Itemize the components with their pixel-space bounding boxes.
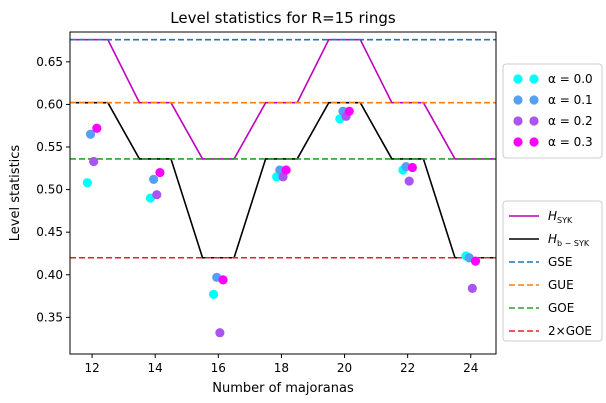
legend-label-alpha: α = 0.0 — [548, 72, 593, 86]
legend-label-2-goe: 2×GOE — [548, 324, 592, 338]
y-axis: 0.35 0.40 0.45 0.50 0.55 0.60 0.65 — [36, 55, 70, 324]
legend-marker — [529, 116, 539, 126]
point-alpha-series-0-0 — [82, 178, 92, 188]
y-tick-label: 0.55 — [36, 140, 63, 154]
legend-marker — [529, 95, 539, 105]
legend-alpha-frame — [502, 63, 603, 159]
x-tick-label: 24 — [463, 361, 478, 375]
point-alpha-series-3-0 — [92, 123, 102, 133]
legend-reference-lines: HSYK Hb − SYK GSE GUE GOE 2×GOE — [502, 200, 603, 342]
legend-label-gue: GUE — [548, 278, 574, 292]
legend-marker — [513, 137, 523, 147]
x-tick-label: 12 — [84, 361, 99, 375]
point-alpha-series-0-2 — [208, 289, 219, 299]
point-alpha-series-2-6 — [467, 283, 477, 294]
legend-label-alpha: α = 0.2 — [548, 114, 593, 128]
point-alpha-series-2-2 — [215, 328, 225, 338]
point-alpha-series-3-4 — [344, 106, 354, 116]
legend-label-goe: GOE — [548, 301, 574, 315]
x-axis-label: Number of majoranas — [212, 381, 354, 396]
legend-label-h-syk: HSYK — [548, 209, 573, 225]
legend-label-gse: GSE — [548, 255, 573, 269]
point-alpha-series-3-6 — [470, 256, 481, 266]
y-axis-label: Level statistics — [8, 145, 23, 242]
point-alpha-series-2-1 — [152, 190, 162, 200]
point-alpha-series-3-1 — [155, 167, 165, 178]
y-tick-label: 0.45 — [36, 225, 63, 239]
point-alpha-series-2-5 — [404, 176, 414, 186]
legend-alpha: α = 0.0 α = 0.1 α = 0.2 α = 0.3 — [502, 63, 603, 159]
lines-layer — [70, 38, 496, 259]
plot-frame — [69, 31, 497, 355]
legend-marker — [513, 74, 523, 84]
points-layer — [82, 106, 481, 338]
x-tick-label: 20 — [337, 361, 352, 375]
x-tick-label: 14 — [148, 361, 163, 375]
legend-marker — [513, 95, 523, 105]
legend-lines-frame — [502, 200, 603, 342]
legend-label-alpha: α = 0.3 — [548, 135, 593, 149]
legend-marker — [513, 116, 523, 126]
legend-marker — [529, 137, 539, 147]
point-alpha-series-1-1 — [149, 174, 159, 184]
chart-title: Level statistics for R=15 rings — [170, 9, 396, 27]
y-tick-label: 0.35 — [36, 310, 63, 324]
y-tick-label: 0.60 — [36, 97, 63, 111]
x-axis: 12 14 16 18 20 22 24 — [84, 354, 478, 375]
point-alpha-series-3-2 — [218, 275, 228, 285]
y-tick-label: 0.50 — [36, 183, 63, 197]
x-tick-label: 18 — [274, 361, 289, 375]
x-tick-label: 16 — [211, 361, 226, 375]
line-h-syk — [70, 38, 496, 160]
point-alpha-series-3-5 — [407, 162, 417, 173]
point-alpha-series-3-3 — [281, 165, 291, 175]
y-tick-label: 0.65 — [36, 55, 63, 69]
legend-marker — [529, 74, 539, 84]
point-alpha-series-1-0 — [85, 129, 96, 139]
legend-label-alpha: α = 0.1 — [548, 93, 593, 107]
y-tick-label: 0.40 — [36, 268, 63, 282]
point-alpha-series-2-0 — [89, 156, 99, 167]
x-tick-label: 22 — [400, 361, 415, 375]
legend-label-h-b-syk: Hb − SYK — [548, 232, 590, 248]
